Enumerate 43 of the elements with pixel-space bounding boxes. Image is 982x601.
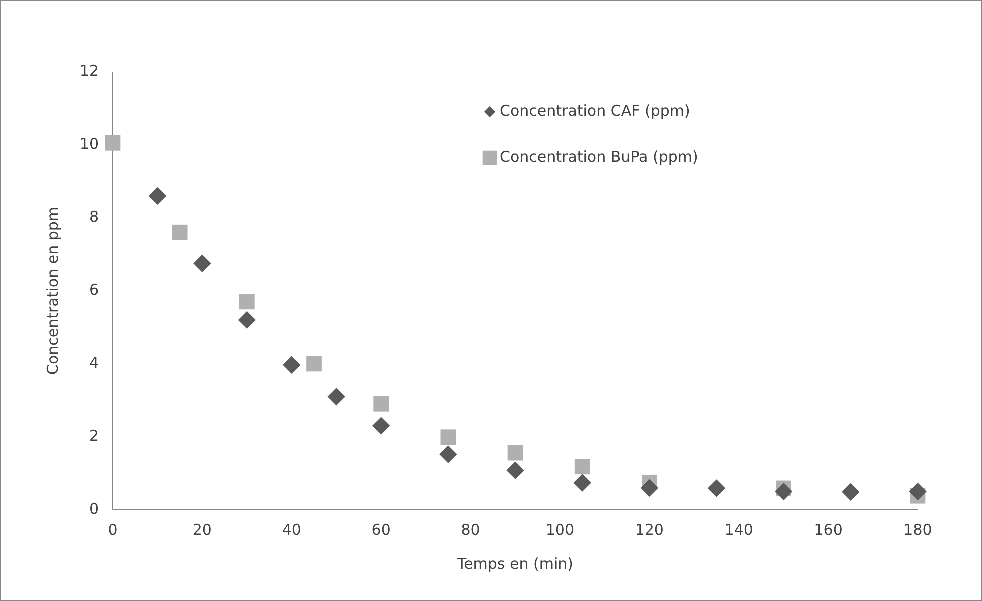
y-tick-label: 4 [89, 354, 99, 372]
point [506, 462, 524, 480]
point [374, 396, 390, 412]
point [194, 254, 212, 272]
x-tick-label: 80 [461, 521, 480, 539]
y-tick-label: 8 [89, 208, 99, 226]
point [640, 479, 659, 497]
x-tick-label: 60 [372, 521, 391, 539]
x-tick-label: 180 [904, 521, 932, 539]
point [708, 480, 726, 498]
point [148, 187, 167, 205]
point [372, 417, 390, 435]
y-tick-label: 6 [89, 281, 99, 300]
point [172, 224, 188, 240]
legend-label: Concentration BuPa (ppm) [500, 148, 698, 166]
point [774, 482, 793, 501]
point [842, 483, 860, 501]
point [909, 482, 927, 501]
y-tick-label: 2 [89, 427, 99, 446]
point [239, 294, 255, 310]
y-axis-title: Concentration en ppm [44, 206, 62, 376]
x-tick-label: 0 [108, 521, 118, 539]
x-tick-label: 20 [192, 521, 212, 539]
point [238, 311, 256, 330]
x-tick-label: 160 [814, 521, 843, 539]
point [574, 459, 590, 475]
x-tick-label: 140 [724, 521, 754, 539]
point [574, 474, 592, 492]
x-tick-label: 40 [282, 521, 302, 539]
y-tick-label: 0 [89, 500, 99, 518]
point [283, 356, 301, 374]
point [328, 388, 346, 406]
y-tick-label: 10 [80, 135, 99, 154]
point [105, 136, 121, 151]
x-tick-label: 120 [635, 521, 664, 539]
legend-label: Concentration CAF (ppm) [500, 102, 690, 120]
y-tick-label: 12 [80, 62, 99, 80]
point [440, 430, 456, 446]
point [306, 356, 322, 372]
x-tick-label: 100 [546, 521, 575, 539]
x-axis-title: Temps en (min) [456, 555, 574, 573]
point [440, 446, 458, 464]
point [508, 445, 524, 461]
